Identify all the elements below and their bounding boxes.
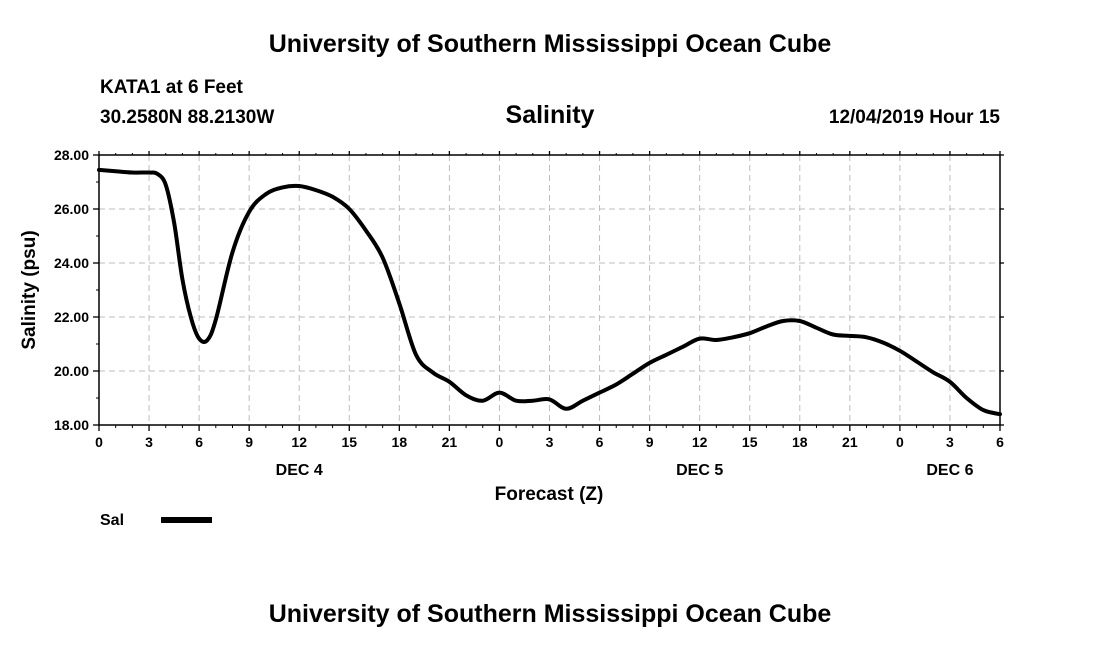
y-tick-label: 22.00 bbox=[54, 309, 89, 325]
series-line-sal bbox=[97, 167, 1002, 417]
day-label: DEC 4 bbox=[276, 462, 323, 479]
x-tick-label: 6 bbox=[596, 434, 604, 450]
x-tick-label: 6 bbox=[996, 434, 1004, 450]
legend-label: Sal bbox=[100, 512, 124, 529]
x-tick-label: 9 bbox=[646, 434, 654, 450]
x-tick-label: 6 bbox=[195, 434, 203, 450]
day-label: DEC 6 bbox=[926, 462, 973, 479]
y-tick-label: 18.00 bbox=[54, 417, 89, 433]
salinity-chart: 0 3 6 9 12 15 18 21 0 3 6 9 12 15 18 21 0 3 6 18.00 20.00 22.… bbox=[19, 147, 1004, 529]
y-tick-label: 28.00 bbox=[54, 147, 89, 163]
axis-labels: 0 3 6 9 12 15 18 21 0 3 6 9 12 15 18 21 0 3 6 18.00 20.00 22.… bbox=[54, 147, 1004, 479]
x-tick-label: 18 bbox=[792, 434, 808, 450]
grid-lines bbox=[99, 155, 1000, 425]
coordinates-label: 30.2580N 88.2130W bbox=[100, 107, 275, 128]
run-time-label: 12/04/2019 Hour 15 bbox=[828, 107, 1000, 128]
x-tick-label: 15 bbox=[742, 434, 758, 450]
x-tick-label: 18 bbox=[392, 434, 408, 450]
x-tick-label: 3 bbox=[145, 434, 153, 450]
y-tick-label: 26.00 bbox=[54, 201, 89, 217]
x-tick-label: 21 bbox=[842, 434, 858, 450]
y-tick-label: 20.00 bbox=[54, 363, 89, 379]
x-tick-label: 0 bbox=[95, 434, 103, 450]
x-tick-label: 15 bbox=[341, 434, 357, 450]
day-label: DEC 5 bbox=[676, 462, 723, 479]
station-label: KATA1 at 6 Feet bbox=[100, 77, 243, 98]
series-lines bbox=[97, 167, 1002, 417]
y-axis-label: Salinity (psu) bbox=[19, 230, 40, 349]
variable-title: Salinity bbox=[505, 101, 595, 129]
y-tick-label: 24.00 bbox=[54, 255, 89, 271]
x-axis-label: Forecast (Z) bbox=[495, 484, 604, 505]
bottom-title: University of Southern Mississippi Ocean… bbox=[268, 600, 832, 628]
x-tick-label: 12 bbox=[291, 434, 307, 450]
x-tick-label: 0 bbox=[496, 434, 504, 450]
axis-ticks bbox=[93, 151, 1004, 431]
top-title: University of Southern Mississippi Ocean… bbox=[268, 30, 832, 58]
plot-frame bbox=[98, 154, 1001, 426]
x-tick-label: 21 bbox=[442, 434, 458, 450]
x-tick-label: 0 bbox=[896, 434, 904, 450]
x-tick-label: 9 bbox=[245, 434, 253, 450]
x-tick-label: 3 bbox=[946, 434, 954, 450]
x-tick-label: 3 bbox=[546, 434, 554, 450]
x-tick-label: 12 bbox=[692, 434, 708, 450]
